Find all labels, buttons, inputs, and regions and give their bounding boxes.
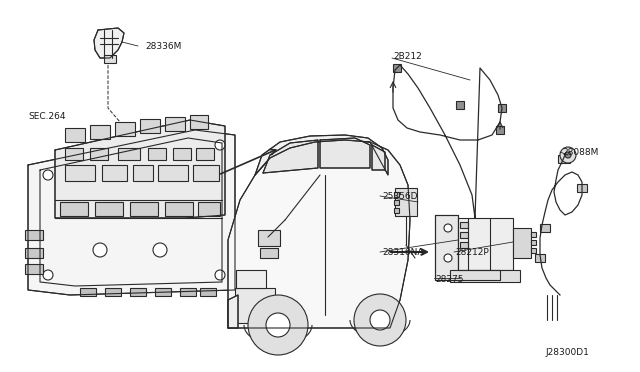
Bar: [130, 288, 146, 296]
Bar: [118, 148, 140, 160]
Bar: [460, 242, 468, 248]
Polygon shape: [320, 138, 370, 168]
Text: 28275: 28275: [435, 275, 463, 284]
Bar: [458, 218, 513, 270]
Bar: [190, 115, 208, 129]
Polygon shape: [28, 130, 235, 295]
Bar: [460, 232, 468, 238]
Bar: [65, 128, 85, 142]
Bar: [25, 248, 43, 258]
Text: 2B212: 2B212: [393, 52, 422, 61]
Bar: [513, 228, 531, 258]
Bar: [25, 264, 43, 274]
Text: 28316NA: 28316NA: [382, 248, 424, 257]
Bar: [577, 184, 587, 192]
Bar: [236, 270, 266, 288]
Bar: [115, 122, 135, 136]
Circle shape: [248, 295, 308, 355]
Bar: [540, 224, 550, 232]
Bar: [180, 288, 196, 296]
Bar: [104, 55, 116, 63]
Bar: [60, 202, 88, 216]
Bar: [25, 230, 43, 240]
Polygon shape: [255, 135, 388, 175]
Text: 28336M: 28336M: [145, 42, 181, 51]
Polygon shape: [228, 295, 238, 328]
Bar: [395, 188, 417, 216]
Bar: [260, 248, 278, 258]
Bar: [394, 208, 399, 213]
Circle shape: [215, 140, 225, 150]
Bar: [65, 148, 83, 160]
Text: 28212P: 28212P: [455, 248, 489, 257]
Bar: [558, 155, 570, 163]
Polygon shape: [435, 215, 500, 280]
Bar: [235, 288, 275, 323]
Bar: [65, 165, 95, 181]
Bar: [200, 288, 216, 296]
Bar: [140, 119, 160, 133]
Bar: [158, 165, 188, 181]
Circle shape: [93, 243, 107, 257]
Polygon shape: [263, 140, 318, 173]
Circle shape: [153, 243, 167, 257]
Circle shape: [43, 170, 53, 180]
Bar: [196, 148, 214, 160]
Polygon shape: [94, 28, 124, 58]
Bar: [393, 64, 401, 72]
Bar: [90, 148, 108, 160]
Circle shape: [565, 152, 571, 158]
Bar: [450, 270, 520, 282]
Bar: [155, 288, 171, 296]
Text: J28300D1: J28300D1: [545, 348, 589, 357]
Circle shape: [215, 270, 225, 280]
Bar: [198, 202, 220, 216]
Polygon shape: [372, 145, 385, 170]
Bar: [394, 192, 399, 197]
Circle shape: [444, 254, 452, 262]
Bar: [531, 232, 536, 237]
Bar: [148, 148, 166, 160]
Bar: [105, 288, 121, 296]
Bar: [165, 202, 193, 216]
Bar: [394, 200, 399, 205]
Bar: [456, 101, 464, 109]
Bar: [130, 202, 158, 216]
Bar: [80, 288, 96, 296]
Bar: [173, 148, 191, 160]
Bar: [496, 126, 504, 134]
Text: 25356D: 25356D: [382, 192, 417, 201]
Bar: [531, 248, 536, 253]
Circle shape: [444, 224, 452, 232]
Bar: [498, 104, 506, 112]
Bar: [193, 165, 219, 181]
Circle shape: [43, 270, 53, 280]
Bar: [535, 254, 545, 262]
Polygon shape: [228, 140, 410, 328]
Bar: [102, 165, 127, 181]
Bar: [165, 117, 185, 131]
Circle shape: [370, 310, 390, 330]
Bar: [95, 202, 123, 216]
Bar: [258, 230, 280, 246]
Bar: [460, 222, 468, 228]
Text: 28088M: 28088M: [562, 148, 598, 157]
Bar: [133, 165, 153, 181]
Circle shape: [354, 294, 406, 346]
Polygon shape: [55, 120, 225, 218]
Bar: [90, 125, 110, 139]
Circle shape: [560, 147, 576, 163]
Bar: [531, 240, 536, 245]
Text: SEC.264: SEC.264: [28, 112, 65, 121]
Circle shape: [266, 313, 290, 337]
